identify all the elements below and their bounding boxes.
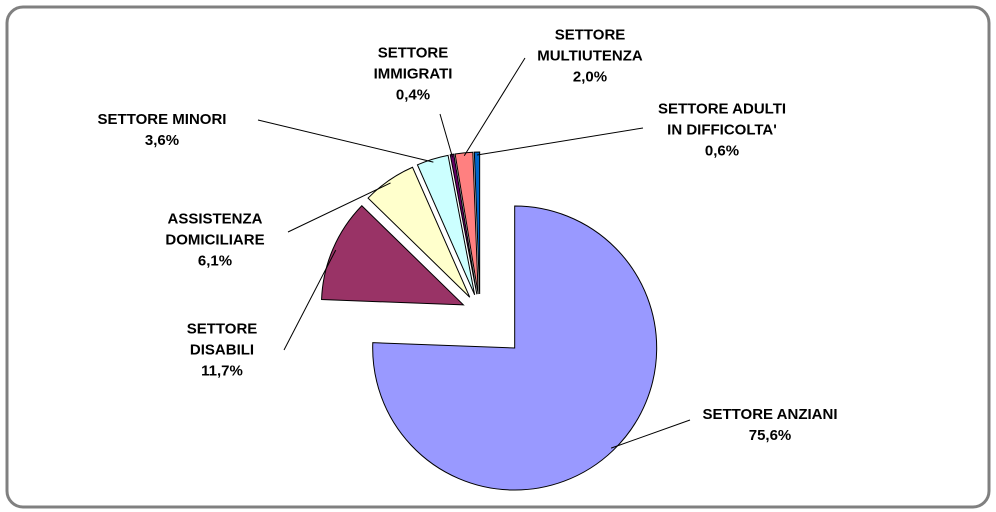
category-label: SETTORE ADULTI IN DIFFICOLTA' xyxy=(657,100,787,139)
category-label: SETTORE ANZIANI xyxy=(702,406,838,423)
pie-slice xyxy=(454,151,479,295)
slice-label: ASSISTENZA DOMICILIARE 6,1% xyxy=(165,209,264,272)
pie-slice xyxy=(372,205,658,491)
category-label: SETTORE MINORI xyxy=(97,111,227,128)
leader-line xyxy=(439,113,454,158)
value-label: 75,6% xyxy=(748,427,792,444)
category-label: SETTORE DISABILI xyxy=(186,320,258,359)
slice-label: SETTORE IMMIGRATI 0,4% xyxy=(374,43,453,106)
slice-label: SETTORE ADULTI IN DIFFICOLTA' 0,6% xyxy=(658,99,786,162)
category-label: SETTORE MULTIUTENZA xyxy=(537,26,643,65)
value-label: 6,1% xyxy=(197,252,233,270)
pie-slice xyxy=(473,151,481,295)
pie-slice xyxy=(367,166,471,298)
value-label: 0,6% xyxy=(704,142,740,160)
leader-line xyxy=(610,419,691,449)
slice-label: SETTORE MINORI 3,6% xyxy=(98,109,227,151)
pie-slice xyxy=(416,154,476,296)
category-label: ASSISTENZA DOMICILIARE xyxy=(165,210,265,249)
leader-line xyxy=(476,127,644,156)
leader-line xyxy=(463,57,526,157)
value-label: 11,7% xyxy=(201,362,243,380)
leader-line xyxy=(287,182,391,233)
value-label: 3,6% xyxy=(144,132,180,149)
leader-line xyxy=(257,119,434,163)
chart-frame xyxy=(5,5,991,509)
value-label: 2,0% xyxy=(572,68,608,86)
leader-line xyxy=(283,249,337,351)
slice-label: SETTORE MULTIUTENZA 2,0% xyxy=(537,25,643,88)
value-label: 0,4% xyxy=(395,86,431,104)
pie-slice xyxy=(321,205,465,306)
category-label: SETTORE IMMIGRATI xyxy=(373,44,453,83)
slice-label: SETTORE ANZIANI 75,6% xyxy=(702,404,837,446)
slice-label: SETTORE DISABILI 11,7% xyxy=(187,319,258,382)
